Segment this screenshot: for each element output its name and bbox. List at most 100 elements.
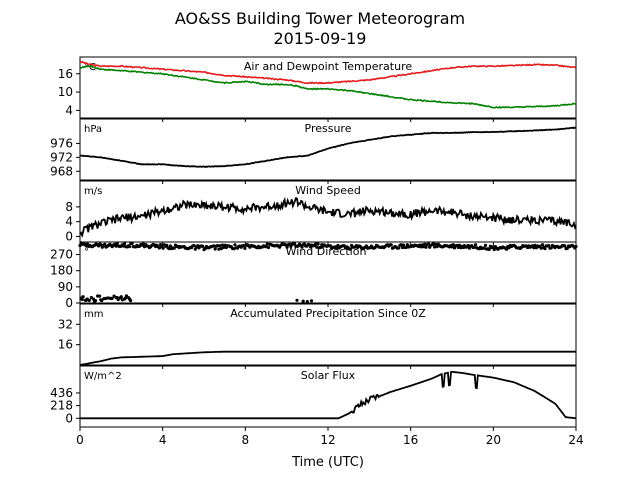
wind-direction-point: [336, 243, 340, 248]
wind-direction-point: [533, 243, 537, 247]
unit-label: °: [84, 247, 89, 258]
panel-3: 0 90 180 270 ° Wind Direction: [50, 241, 578, 310]
wind-direction-point: [451, 243, 455, 247]
wind-direction-point: [532, 246, 536, 250]
wind-direction-point: [141, 242, 145, 246]
wind-direction-point: [301, 299, 305, 303]
x-tick-label: 24: [568, 433, 583, 447]
wind-direction-point: [314, 242, 318, 246]
wind-direction-point: [122, 297, 126, 301]
wind-direction-point: [93, 299, 98, 303]
wind-direction-point: [127, 296, 131, 300]
wind-direction-point: [216, 244, 220, 248]
wind-direction-point: [433, 245, 437, 249]
wind-direction-point: [549, 246, 553, 250]
y-tick-label: 0: [65, 296, 73, 310]
y-tick-label: 968: [50, 164, 73, 178]
wind-direction-point: [98, 294, 102, 298]
wind-direction-point: [129, 299, 133, 303]
wind-direction-point: [565, 246, 569, 250]
wind-direction-point: [212, 244, 216, 248]
y-tick-label: 270: [50, 248, 73, 262]
wind-direction-point: [218, 244, 222, 248]
wind-direction-point: [472, 245, 476, 249]
wind-direction-point: [100, 299, 104, 303]
wind-direction-point: [309, 299, 314, 303]
wind-direction-point: [292, 242, 297, 246]
y-tick-label: 90: [58, 280, 73, 294]
x-tick-label: 0: [76, 433, 84, 447]
wind-direction-point: [168, 244, 173, 248]
wind-direction-point: [543, 247, 547, 251]
wind-direction-point: [130, 241, 134, 245]
wind-direction-point: [114, 296, 118, 300]
wind-direction-point: [157, 246, 161, 250]
air-series-line: [79, 60, 577, 85]
y-tick-label: 10: [58, 85, 73, 99]
wind-direction-point: [266, 245, 271, 250]
wind-direction-point: [482, 246, 486, 250]
wind-direction-point: [78, 243, 82, 248]
y-tick-label: 32: [58, 317, 73, 331]
wind-direction-point: [285, 245, 289, 249]
y-tick-label: 436: [50, 386, 73, 400]
wind-direction-point: [507, 246, 511, 250]
wind-direction-point: [118, 296, 122, 300]
wind-direction-point: [487, 247, 491, 251]
y-tick-label: 0: [65, 229, 73, 243]
y-tick-label: 16: [58, 338, 73, 352]
wind-direction-point: [103, 242, 107, 246]
wind-direction-point: [242, 244, 246, 248]
y-tick-label: 972: [50, 150, 73, 164]
wind-direction-point: [87, 298, 91, 302]
wind-direction-point: [305, 300, 309, 304]
wind-direction-point: [431, 242, 435, 246]
wind-direction-point: [402, 243, 406, 247]
panel-title: Solar Flux: [301, 369, 356, 382]
wind-direction-point: [110, 296, 114, 301]
wind-direction-point: [539, 246, 543, 250]
wind-direction-point: [219, 247, 223, 251]
wind-direction-point: [217, 247, 221, 251]
unit-label: m/s: [84, 186, 102, 197]
panel-0: 4 10 16 °C Air and Dewpoint Temperature: [58, 56, 577, 122]
wind-direction-point: [574, 244, 578, 249]
wind-direction-point: [264, 245, 268, 249]
wind-direction-point: [128, 245, 132, 249]
panel-title: Wind Speed: [295, 184, 361, 197]
wind-direction-point: [233, 243, 237, 247]
panel-title: Pressure: [305, 122, 352, 135]
wind-direction-point: [423, 242, 427, 246]
precip-series-line: [79, 350, 576, 366]
y-tick-label: 976: [50, 136, 73, 150]
wind-direction-point: [295, 298, 299, 302]
wind-direction-point: [397, 246, 401, 250]
wind-direction-point: [300, 245, 304, 249]
x-tick-label: 4: [159, 433, 167, 447]
wind-direction-point: [265, 242, 269, 246]
unit-label: hPa: [84, 124, 102, 135]
wind-direction-point: [115, 242, 119, 246]
y-tick-label: 218: [50, 399, 73, 413]
wind-direction-point: [540, 243, 545, 247]
wind-direction-point: [85, 242, 89, 246]
wind-direction-point: [123, 242, 127, 246]
y-tick-label: 8: [65, 200, 73, 214]
wind-direction-point: [424, 245, 428, 249]
panel-title: Wind Direction: [286, 245, 367, 258]
wind-direction-point: [400, 245, 404, 250]
wind-direction-point: [201, 244, 205, 248]
wind-direction-point: [426, 242, 430, 246]
wind-direction-point: [505, 247, 509, 251]
wind-direction-point: [161, 246, 165, 250]
x-tick-label: 16: [403, 433, 418, 447]
wind-direction-point: [81, 295, 85, 299]
wind-direction-point: [213, 247, 217, 251]
wind-direction-point: [547, 244, 551, 248]
panel-2: 048 m/s Wind Speed: [65, 180, 577, 246]
x-tick-label: 12: [320, 433, 335, 447]
panel-title: Air and Dewpoint Temperature: [244, 60, 412, 73]
